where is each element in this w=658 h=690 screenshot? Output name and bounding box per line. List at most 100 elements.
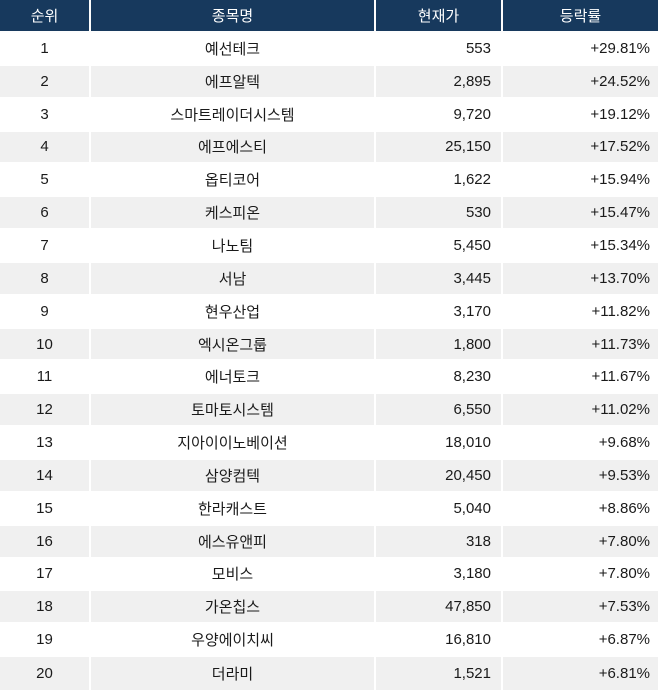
stock-name-cell: 모비스 <box>91 558 376 592</box>
price-cell: 47,850 <box>376 591 503 625</box>
change-rate-cell: +9.53% <box>503 460 658 493</box>
rank-cell: 18 <box>0 591 91 625</box>
change-rate-cell: +15.34% <box>503 230 658 263</box>
column-header-name: 종목명 <box>91 0 376 33</box>
price-cell: 1,622 <box>376 164 503 198</box>
table-row: 10 엑시온그룹 1,800 +11.73% <box>0 328 658 362</box>
change-rate-cell: +7.53% <box>503 591 658 625</box>
change-rate-cell: +7.80% <box>503 526 658 559</box>
change-rate-cell: +11.73% <box>503 329 658 362</box>
price-cell: 553 <box>376 33 503 66</box>
table-row: 20 더라미 1,521 +6.81% <box>0 657 658 690</box>
rank-cell: 11 <box>0 361 91 395</box>
change-rate-cell: +8.86% <box>503 493 658 526</box>
rank-cell: 3 <box>0 98 91 132</box>
stock-name-cell: 우양에이치씨 <box>91 624 376 658</box>
change-rate-cell: +29.81% <box>503 33 658 66</box>
stock-name-cell: 더라미 <box>91 657 376 690</box>
stock-name-cell: 에프에스티 <box>91 131 376 165</box>
rank-cell: 14 <box>0 459 91 493</box>
table-row: 15 한라캐스트 5,040 +8.86% <box>0 492 658 526</box>
table-row: 5 옵티코어 1,622 +15.94% <box>0 164 658 198</box>
change-rate-cell: +24.52% <box>503 66 658 99</box>
stock-name-cell: 에스유앤피 <box>91 525 376 559</box>
price-cell: 6,550 <box>376 394 503 428</box>
change-rate-cell: +15.94% <box>503 164 658 198</box>
stock-name-cell: 토마토시스템 <box>91 394 376 428</box>
stock-name-cell: 예선테크 <box>91 33 376 66</box>
price-cell: 530 <box>376 197 503 231</box>
price-cell: 3,445 <box>376 262 503 296</box>
change-rate-cell: +15.47% <box>503 197 658 231</box>
price-cell: 25,150 <box>376 131 503 165</box>
stock-name-cell: 에프알텍 <box>91 65 376 99</box>
change-rate-cell: +11.67% <box>503 361 658 395</box>
table-row: 9 현우산업 3,170 +11.82% <box>0 295 658 329</box>
table-row: 7 나노팀 5,450 +15.34% <box>0 230 658 263</box>
stock-name-cell: 에너토크 <box>91 361 376 395</box>
rank-cell: 16 <box>0 525 91 559</box>
table-row: 11 에너토크 8,230 +11.67% <box>0 361 658 395</box>
table-row: 1 예선테크 553 +29.81% <box>0 33 658 66</box>
change-rate-cell: +11.02% <box>503 394 658 428</box>
stock-name-cell: 가온칩스 <box>91 591 376 625</box>
price-cell: 5,040 <box>376 492 503 526</box>
price-cell: 16,810 <box>376 624 503 658</box>
table-row: 8 서남 3,445 +13.70% <box>0 262 658 296</box>
stock-name-cell: 스마트레이더시스템 <box>91 98 376 132</box>
table-row: 19 우양에이치씨 16,810 +6.87% <box>0 624 658 658</box>
table-row: 4 에프에스티 25,150 +17.52% <box>0 131 658 165</box>
price-cell: 1,800 <box>376 328 503 362</box>
rank-cell: 12 <box>0 394 91 428</box>
price-cell: 18,010 <box>376 427 503 460</box>
change-rate-cell: +19.12% <box>503 99 658 132</box>
stock-name-cell: 엑시온그룹 <box>91 328 376 362</box>
table-row: 16 에스유앤피 318 +7.80% <box>0 525 658 559</box>
rank-cell: 13 <box>0 427 91 460</box>
price-cell: 3,170 <box>376 295 503 329</box>
change-rate-cell: +9.68% <box>503 427 658 460</box>
column-header-rank: 순위 <box>0 0 91 33</box>
change-rate-cell: +6.81% <box>598 664 650 682</box>
change-rate-cell: +6.87% <box>503 624 658 658</box>
rank-cell: 7 <box>0 230 91 263</box>
price-cell: 20,450 <box>376 459 503 493</box>
price-cell: 1,521 <box>376 657 503 690</box>
column-header-change: 등락률 <box>503 0 658 33</box>
rank-cell: 17 <box>0 558 91 592</box>
rank-cell: 20 <box>0 657 91 690</box>
table-row: 6 케스피온 530 +15.47% <box>0 197 658 231</box>
stock-name-cell: 삼양컴텍 <box>91 459 376 493</box>
price-cell: 5,450 <box>376 230 503 263</box>
table-row: 2 에프알텍 2,895 +24.52% <box>0 65 658 99</box>
rank-cell: 4 <box>0 131 91 165</box>
price-cell: 2,895 <box>376 65 503 99</box>
stock-name-cell: 지아이이노베이션 <box>91 427 376 460</box>
stock-name-cell: 옵티코어 <box>91 164 376 198</box>
table-row: 12 토마토시스템 6,550 +11.02% <box>0 394 658 428</box>
table-row: 17 모비스 3,180 +7.80% <box>0 558 658 592</box>
rank-cell: 19 <box>0 624 91 658</box>
change-rate-cell: +11.82% <box>503 296 658 329</box>
table-header-row: 순위 종목명 현재가 등락률 <box>0 0 658 33</box>
table-row: 14 삼양컴텍 20,450 +9.53% <box>0 459 658 493</box>
rank-cell: 8 <box>0 262 91 296</box>
stock-name-cell: 나노팀 <box>91 230 376 263</box>
price-cell: 9,720 <box>376 98 503 132</box>
rank-cell: 15 <box>0 492 91 526</box>
change-rate-cell: +7.80% <box>503 559 658 592</box>
rank-cell: 9 <box>0 295 91 329</box>
change-rate-cell: +17.52% <box>503 132 658 165</box>
stock-name-cell: 서남 <box>91 262 376 296</box>
stock-name-cell: 케스피온 <box>91 197 376 231</box>
rank-cell: 2 <box>0 65 91 99</box>
rank-cell: 1 <box>0 33 91 66</box>
rank-cell: 5 <box>0 164 91 198</box>
column-header-price: 현재가 <box>376 0 503 33</box>
rank-cell: 10 <box>0 328 91 362</box>
rank-cell: 6 <box>0 197 91 231</box>
stock-name-cell: 현우산업 <box>91 295 376 329</box>
price-cell: 318 <box>376 525 503 559</box>
price-cell: 3,180 <box>376 558 503 592</box>
